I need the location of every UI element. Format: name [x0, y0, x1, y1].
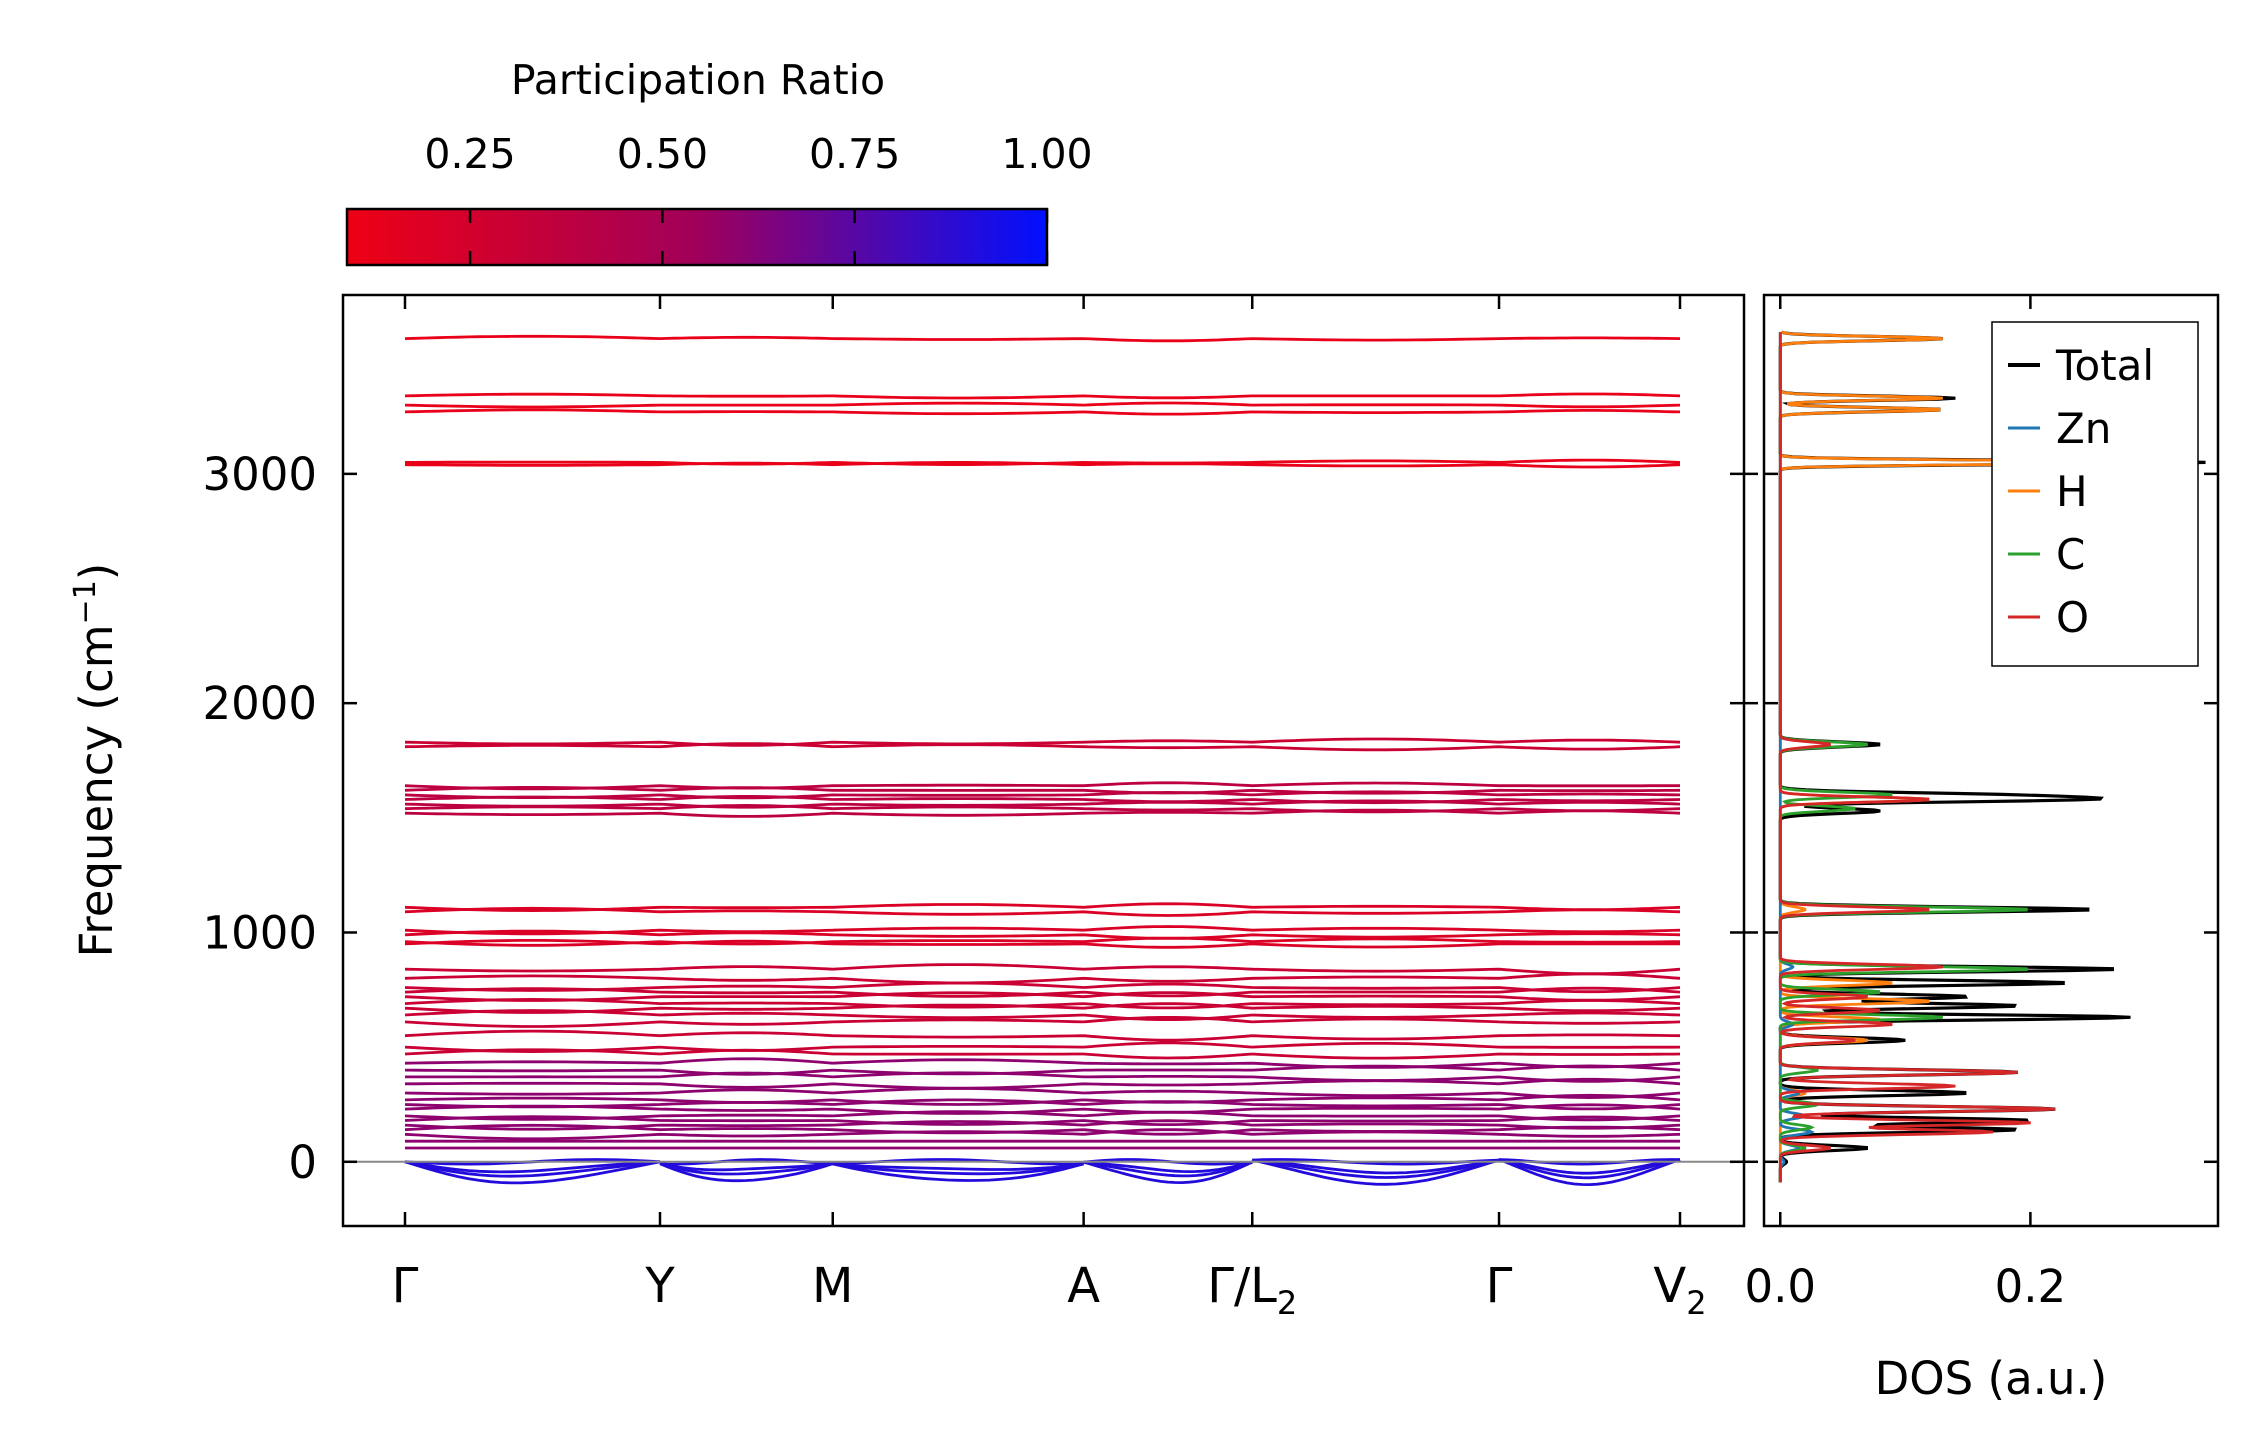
colorbar-gradient: [345, 207, 1049, 267]
legend-label: C: [2056, 530, 2085, 579]
band-line: [404, 1103, 1681, 1115]
band-line: [404, 929, 1681, 940]
band-line: [404, 1158, 1681, 1187]
band-line: [404, 1048, 1681, 1060]
band-line: [405, 1077, 1681, 1090]
band-line: [404, 1158, 1681, 1175]
band-line: [404, 972, 1681, 985]
band-line: [404, 401, 1681, 409]
band-line: [404, 936, 1680, 947]
band-line: [404, 1064, 1681, 1076]
kpoint-label-main: Γ: [392, 1258, 419, 1314]
band-line: [404, 795, 1681, 805]
frequency-tick-label: 2000: [202, 677, 317, 730]
frequency-axis: 0 1000 2000 3000: [202, 448, 1758, 1189]
band-line: [404, 803, 1681, 814]
band-line: [404, 1115, 1681, 1126]
frequency-tick-label: 0: [288, 1136, 317, 1189]
colorbar-label: Participation Ratio: [511, 56, 885, 104]
kpoint-label: Γ: [1486, 1258, 1513, 1314]
kpoint-label: Γ/L2: [1207, 1258, 1297, 1322]
kpoint-label: Γ: [392, 1258, 419, 1314]
kpoint-label: A: [1067, 1258, 1100, 1314]
ylabel-close: ): [70, 563, 123, 581]
legend: Total Zn HCO: [1991, 321, 2199, 667]
band-line: [404, 906, 1681, 917]
colorbar: Participation Ratio 0.25 0.50 0.75 1.00: [345, 56, 1093, 267]
band-line: [404, 1057, 1681, 1069]
legend-frame: [1991, 321, 2199, 667]
kpoint-label-main: Γ: [1486, 1258, 1513, 1314]
band-line: [404, 461, 1681, 469]
band-line: [404, 981, 1681, 994]
kpoint-label-main: Y: [644, 1258, 675, 1314]
band-line: [404, 786, 1681, 795]
band-line: [404, 986, 1681, 998]
dos-tick-label: 0.2: [1995, 1260, 2067, 1313]
kpoint-label-main: A: [1067, 1258, 1100, 1314]
legend-label: Total: [2055, 341, 2154, 390]
band-line: [404, 939, 1680, 949]
kpoint-label: M: [812, 1258, 853, 1314]
dos-axis-label: DOS (a.u.): [1875, 1352, 2108, 1405]
dos-curve-zn: [1778, 332, 1815, 1183]
kpoint-label: V2: [1653, 1258, 1706, 1322]
legend-label: H: [2056, 467, 2088, 516]
dos-axis: 0.0 0.2: [1744, 295, 2218, 1313]
band-line: [404, 392, 1681, 400]
band-line: [404, 808, 1681, 818]
band-line: [404, 742, 1681, 752]
band-line: [405, 1071, 1681, 1083]
kpoint-label-main: M: [812, 1258, 853, 1314]
colorbar-ticks: 0.25 0.50 0.75 1.00: [424, 130, 1093, 265]
dos-tick-label: 0.0: [1744, 1260, 1816, 1313]
band-lines: [404, 334, 1681, 1187]
frequency-axis-label: Frequency (cm−1): [68, 563, 123, 958]
band-axes-frame: [341, 293, 1746, 1228]
colorbar-tick-label: 1.00: [1001, 130, 1092, 178]
kpoint-label-main: Γ/L: [1207, 1258, 1277, 1314]
ylabel-superscript: −1: [68, 580, 103, 624]
band-line: [404, 963, 1681, 976]
legend-items: Total Zn HCO: [2008, 341, 2154, 642]
band-line: [404, 1029, 1681, 1042]
frequency-tick-label: 1000: [202, 906, 317, 959]
kpoint-label-main: V: [1653, 1258, 1686, 1314]
band-line: [404, 1110, 1681, 1122]
legend-label: O: [2056, 593, 2089, 642]
colorbar-tick-label: 0.50: [617, 130, 708, 178]
kpoint-label-subscript: 2: [1686, 1284, 1706, 1322]
band-line: [404, 902, 1681, 913]
band-line: [404, 1016, 1681, 1028]
band-line: [404, 1087, 1681, 1100]
band-line: [404, 1009, 1681, 1021]
kpoint-label-subscript: 2: [1277, 1284, 1297, 1322]
band-line: [404, 334, 1681, 343]
dos-panel: 0.0 0.2 DOS (a.u.) Total Zn HCO: [1744, 293, 2220, 1405]
band-line: [404, 1002, 1681, 1014]
kpoint-label: Y: [644, 1258, 675, 1314]
colorbar-tick-label: 0.75: [809, 130, 900, 178]
colorbar-tick-label: 0.25: [424, 130, 515, 178]
ylabel-main: Frequency (cm: [70, 624, 123, 957]
band-line: [404, 1128, 1681, 1141]
dos-axes-frame: [1762, 293, 2220, 1228]
band-line: [404, 1119, 1681, 1131]
dos-curves: [1778, 330, 2206, 1183]
kpath-axis: Γ Y M A Γ/L2 Γ V2: [392, 295, 1707, 1322]
band-line: [404, 1158, 1681, 1180]
band-line: [404, 997, 1681, 1010]
frequency-tick-label: 3000: [202, 448, 317, 501]
dos-curve-o: [1778, 332, 2056, 1183]
legend-label: Zn: [2056, 404, 2111, 453]
band-line: [404, 408, 1681, 416]
